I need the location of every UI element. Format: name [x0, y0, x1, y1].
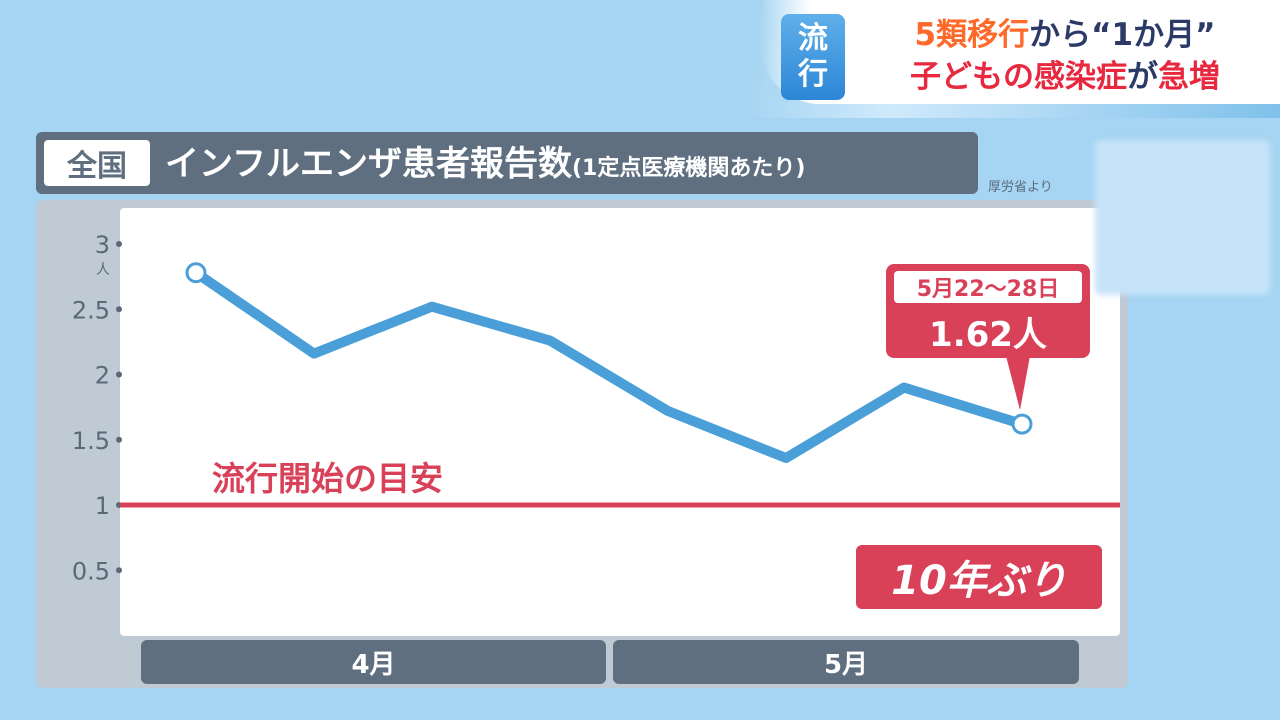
- callout-value: 1.62人: [929, 314, 1047, 355]
- chart-title-main: インフルエンザ患者報告数: [165, 144, 572, 184]
- headline-highlight: 5類移行: [914, 17, 1030, 53]
- y-tick-mark: [116, 371, 122, 378]
- y-tick-mark: [116, 241, 122, 247]
- region-chip: 全国: [44, 140, 150, 186]
- category-tag: 流 行: [781, 14, 845, 100]
- y-tick-mark: [116, 567, 122, 574]
- headline: 5類移行から“1か月” 子どもの感染症が急増: [860, 14, 1270, 98]
- month-label-april: 4月: [141, 640, 606, 684]
- blurred-overlay: [1095, 140, 1270, 295]
- threshold-label: 流行開始の目安: [212, 459, 443, 498]
- y-tick-label: 2.5: [72, 296, 110, 324]
- headline-red-1: 子どもの感染症: [910, 59, 1127, 95]
- month-label-may: 5月: [613, 640, 1079, 684]
- y-unit-label: 人: [96, 262, 110, 278]
- y-tick-label: 1.5: [72, 427, 110, 455]
- headline-rest: から“1か月”: [1029, 17, 1216, 53]
- data-point-marker: [185, 262, 207, 284]
- callout-date: 5月22～28日: [894, 271, 1082, 303]
- chart-title: インフルエンザ患者報告数(1定点医療機関あたり): [165, 138, 805, 190]
- headline-red-2: 急増: [1158, 59, 1220, 95]
- data-point-marker: [1011, 413, 1033, 435]
- y-tick-mark: [116, 436, 122, 443]
- tag-line-1: 流: [798, 21, 828, 56]
- source-note: 厚労省より: [988, 180, 1053, 195]
- headline-line-1: 5類移行から“1か月”: [860, 14, 1270, 56]
- caption-banner: [760, 0, 1280, 104]
- decade-badge: 10年ぶり: [856, 545, 1102, 609]
- y-tick-label: 2: [95, 362, 110, 390]
- tag-line-2: 行: [798, 57, 828, 92]
- y-tick-label: 3: [95, 231, 110, 259]
- y-tick-label: 0.5: [72, 557, 110, 585]
- headline-line-2: 子どもの感染症が急増: [860, 56, 1270, 98]
- chart-title-bar: [36, 132, 978, 194]
- headline-mid: が: [1127, 59, 1158, 95]
- y-tick-label: 1: [95, 492, 110, 520]
- y-tick-mark: [116, 306, 122, 313]
- series-line: [193, 268, 1024, 464]
- chart-title-sub: (1定点医療機関あたり): [571, 156, 806, 181]
